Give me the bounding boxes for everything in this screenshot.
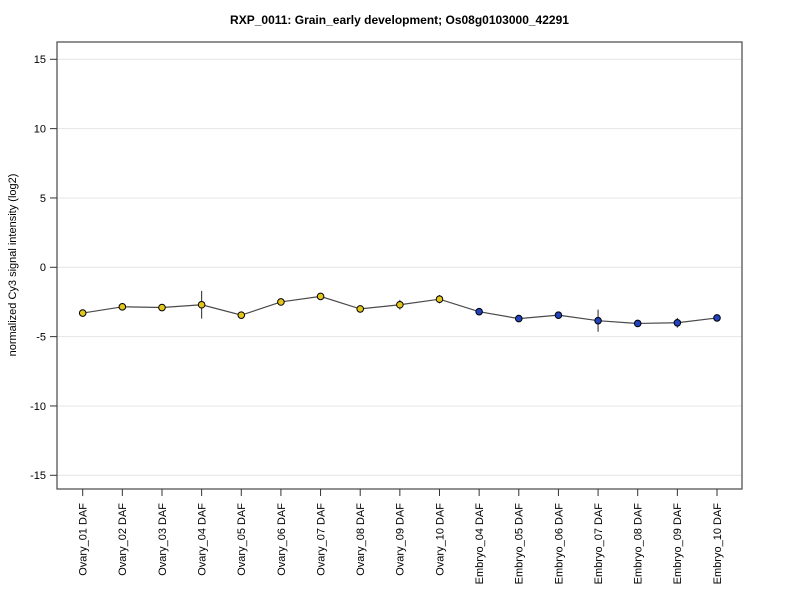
x-axis-category-label: Embryo_09 DAF (672, 503, 684, 585)
x-axis-category-label: Ovary_09 DAF (395, 503, 407, 576)
y-tick-label: 10 (34, 123, 46, 135)
x-axis-category-label: Ovary_03 DAF (157, 503, 169, 576)
x-axis-category-label: Ovary_04 DAF (196, 503, 208, 576)
y-tick-label: -10 (30, 401, 46, 413)
x-axis-category-label: Ovary_05 DAF (236, 503, 248, 576)
y-tick-label: 15 (34, 54, 46, 66)
data-point (78, 309, 87, 317)
x-axis-category-label: Ovary_02 DAF (117, 503, 129, 576)
x-axis-category-label: Embryo_05 DAF (514, 503, 526, 585)
data-point (316, 292, 325, 301)
data-point (356, 305, 365, 313)
y-tick-label: 0 (40, 262, 46, 274)
data-point (435, 295, 444, 303)
x-axis-category-label: Ovary_06 DAF (276, 503, 288, 576)
data-point (554, 311, 563, 319)
x-axis-category-label: Embryo_08 DAF (633, 503, 645, 585)
data-point (633, 319, 642, 328)
data-point (673, 318, 682, 327)
data-point (118, 303, 127, 311)
y-axis-label: normalized Cy3 signal intensity (log2) (7, 173, 19, 357)
chart-title: RXP_0011: Grain_early development; Os08g… (230, 13, 569, 27)
plot-border (56, 41, 743, 490)
data-point (158, 303, 166, 312)
x-axis-category-label: Embryo_04 DAF (474, 503, 486, 585)
x-axis-category-label: Embryo_10 DAF (712, 503, 724, 585)
x-axis-category-label: Ovary_10 DAF (434, 503, 446, 576)
x-axis-category-label: Ovary_01 DAF (78, 503, 90, 576)
x-axis-category-label: Ovary_08 DAF (355, 503, 367, 576)
data-point (277, 298, 285, 306)
data-point (594, 316, 602, 325)
data-point (237, 311, 246, 319)
y-tick-label: -5 (36, 331, 46, 343)
data-point (197, 300, 206, 309)
data-point (475, 307, 483, 316)
y-tick-label: 5 (40, 193, 46, 205)
y-tick-label: -15 (30, 470, 46, 482)
x-axis-category-label: Embryo_07 DAF (593, 503, 605, 585)
data-point (713, 314, 721, 322)
data-point (396, 300, 404, 309)
x-axis-category-label: Embryo_06 DAF (553, 503, 565, 585)
data-point (514, 314, 523, 323)
x-axis-category-label: Ovary_07 DAF (315, 503, 327, 576)
